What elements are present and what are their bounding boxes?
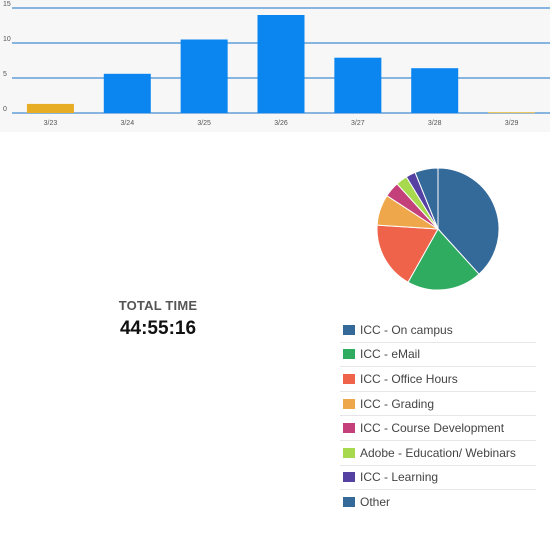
total-time-value: 44:55:16 xyxy=(119,318,197,339)
legend-item[interactable]: ICC - eMail xyxy=(340,343,536,368)
x-tick-label: 3/25 xyxy=(197,120,211,127)
category-pie-chart xyxy=(376,167,500,291)
x-tick-label: 3/28 xyxy=(428,120,442,127)
legend-swatch xyxy=(343,447,355,458)
legend-label: ICC - Course Development xyxy=(360,421,505,436)
legend-item[interactable]: ICC - Office Hours xyxy=(340,367,536,392)
legend-swatch xyxy=(343,324,355,335)
daily-bar-chart-panel: 0 5 10 15 3/23 3/24 3/25 3/26 3/27 3/28 3/29 xyxy=(0,0,550,132)
legend-item[interactable]: Other xyxy=(340,490,536,514)
bar-3-27[interactable] xyxy=(334,57,382,113)
legend-swatch xyxy=(343,472,355,483)
bar-3-28[interactable] xyxy=(411,68,459,113)
legend-label: Adobe - Education/ Webinars xyxy=(360,445,516,460)
bar-3-23[interactable] xyxy=(26,103,74,113)
legend-swatch xyxy=(343,496,355,507)
legend-item[interactable]: Adobe - Education/ Webinars xyxy=(340,441,536,466)
bar-3-26[interactable] xyxy=(257,15,305,113)
x-tick-label: 3/24 xyxy=(120,120,134,127)
y-tick-label: 0 xyxy=(3,106,7,113)
bar-3-24[interactable] xyxy=(103,73,151,113)
legend-label: ICC - On campus xyxy=(360,322,453,337)
pie-slice-8[interactable] xyxy=(414,167,439,230)
x-tick-label: 3/29 xyxy=(505,120,519,127)
y-tick-label: 5 xyxy=(3,71,7,78)
legend-swatch xyxy=(343,423,355,434)
legend-label: ICC - Office Hours xyxy=(360,371,458,386)
pie-slice-3[interactable] xyxy=(376,224,439,283)
pie-slice-1[interactable] xyxy=(437,167,500,275)
y-tick-label: 15 xyxy=(3,1,11,8)
legend-item[interactable]: ICC - Grading xyxy=(340,392,536,417)
y-tick-label: 10 xyxy=(3,36,11,43)
legend-label: ICC - Grading xyxy=(360,396,435,411)
x-tick-label: 3/26 xyxy=(274,120,288,127)
pie-slice-2[interactable] xyxy=(407,228,480,291)
legend-label: Other xyxy=(360,494,391,509)
bar-3-29[interactable] xyxy=(488,112,536,114)
legend-item[interactable]: ICC - Learning xyxy=(340,466,536,491)
legend-label: ICC - Learning xyxy=(360,470,439,485)
legend-item[interactable]: ICC - On campus xyxy=(340,318,536,343)
legend-swatch xyxy=(343,349,355,360)
x-tick-label: 3/27 xyxy=(351,120,365,127)
legend-swatch xyxy=(343,373,355,384)
total-time-block: TOTAL TIME 44:55:16 xyxy=(58,298,258,340)
legend-label: ICC - eMail xyxy=(360,347,421,362)
bar-3-25[interactable] xyxy=(180,39,228,114)
x-tick-label: 3/23 xyxy=(44,120,58,127)
pie-legend: ICC - On campus ICC - eMail ICC - Office H… xyxy=(340,318,536,514)
daily-bar-chart: 0 5 10 15 3/23 3/24 3/25 3/26 3/27 3/28 3/29 xyxy=(3,1,550,127)
legend-item[interactable]: ICC - Course Development xyxy=(340,416,536,441)
legend-swatch xyxy=(343,398,355,409)
total-time-label: TOTAL TIME xyxy=(118,298,198,313)
